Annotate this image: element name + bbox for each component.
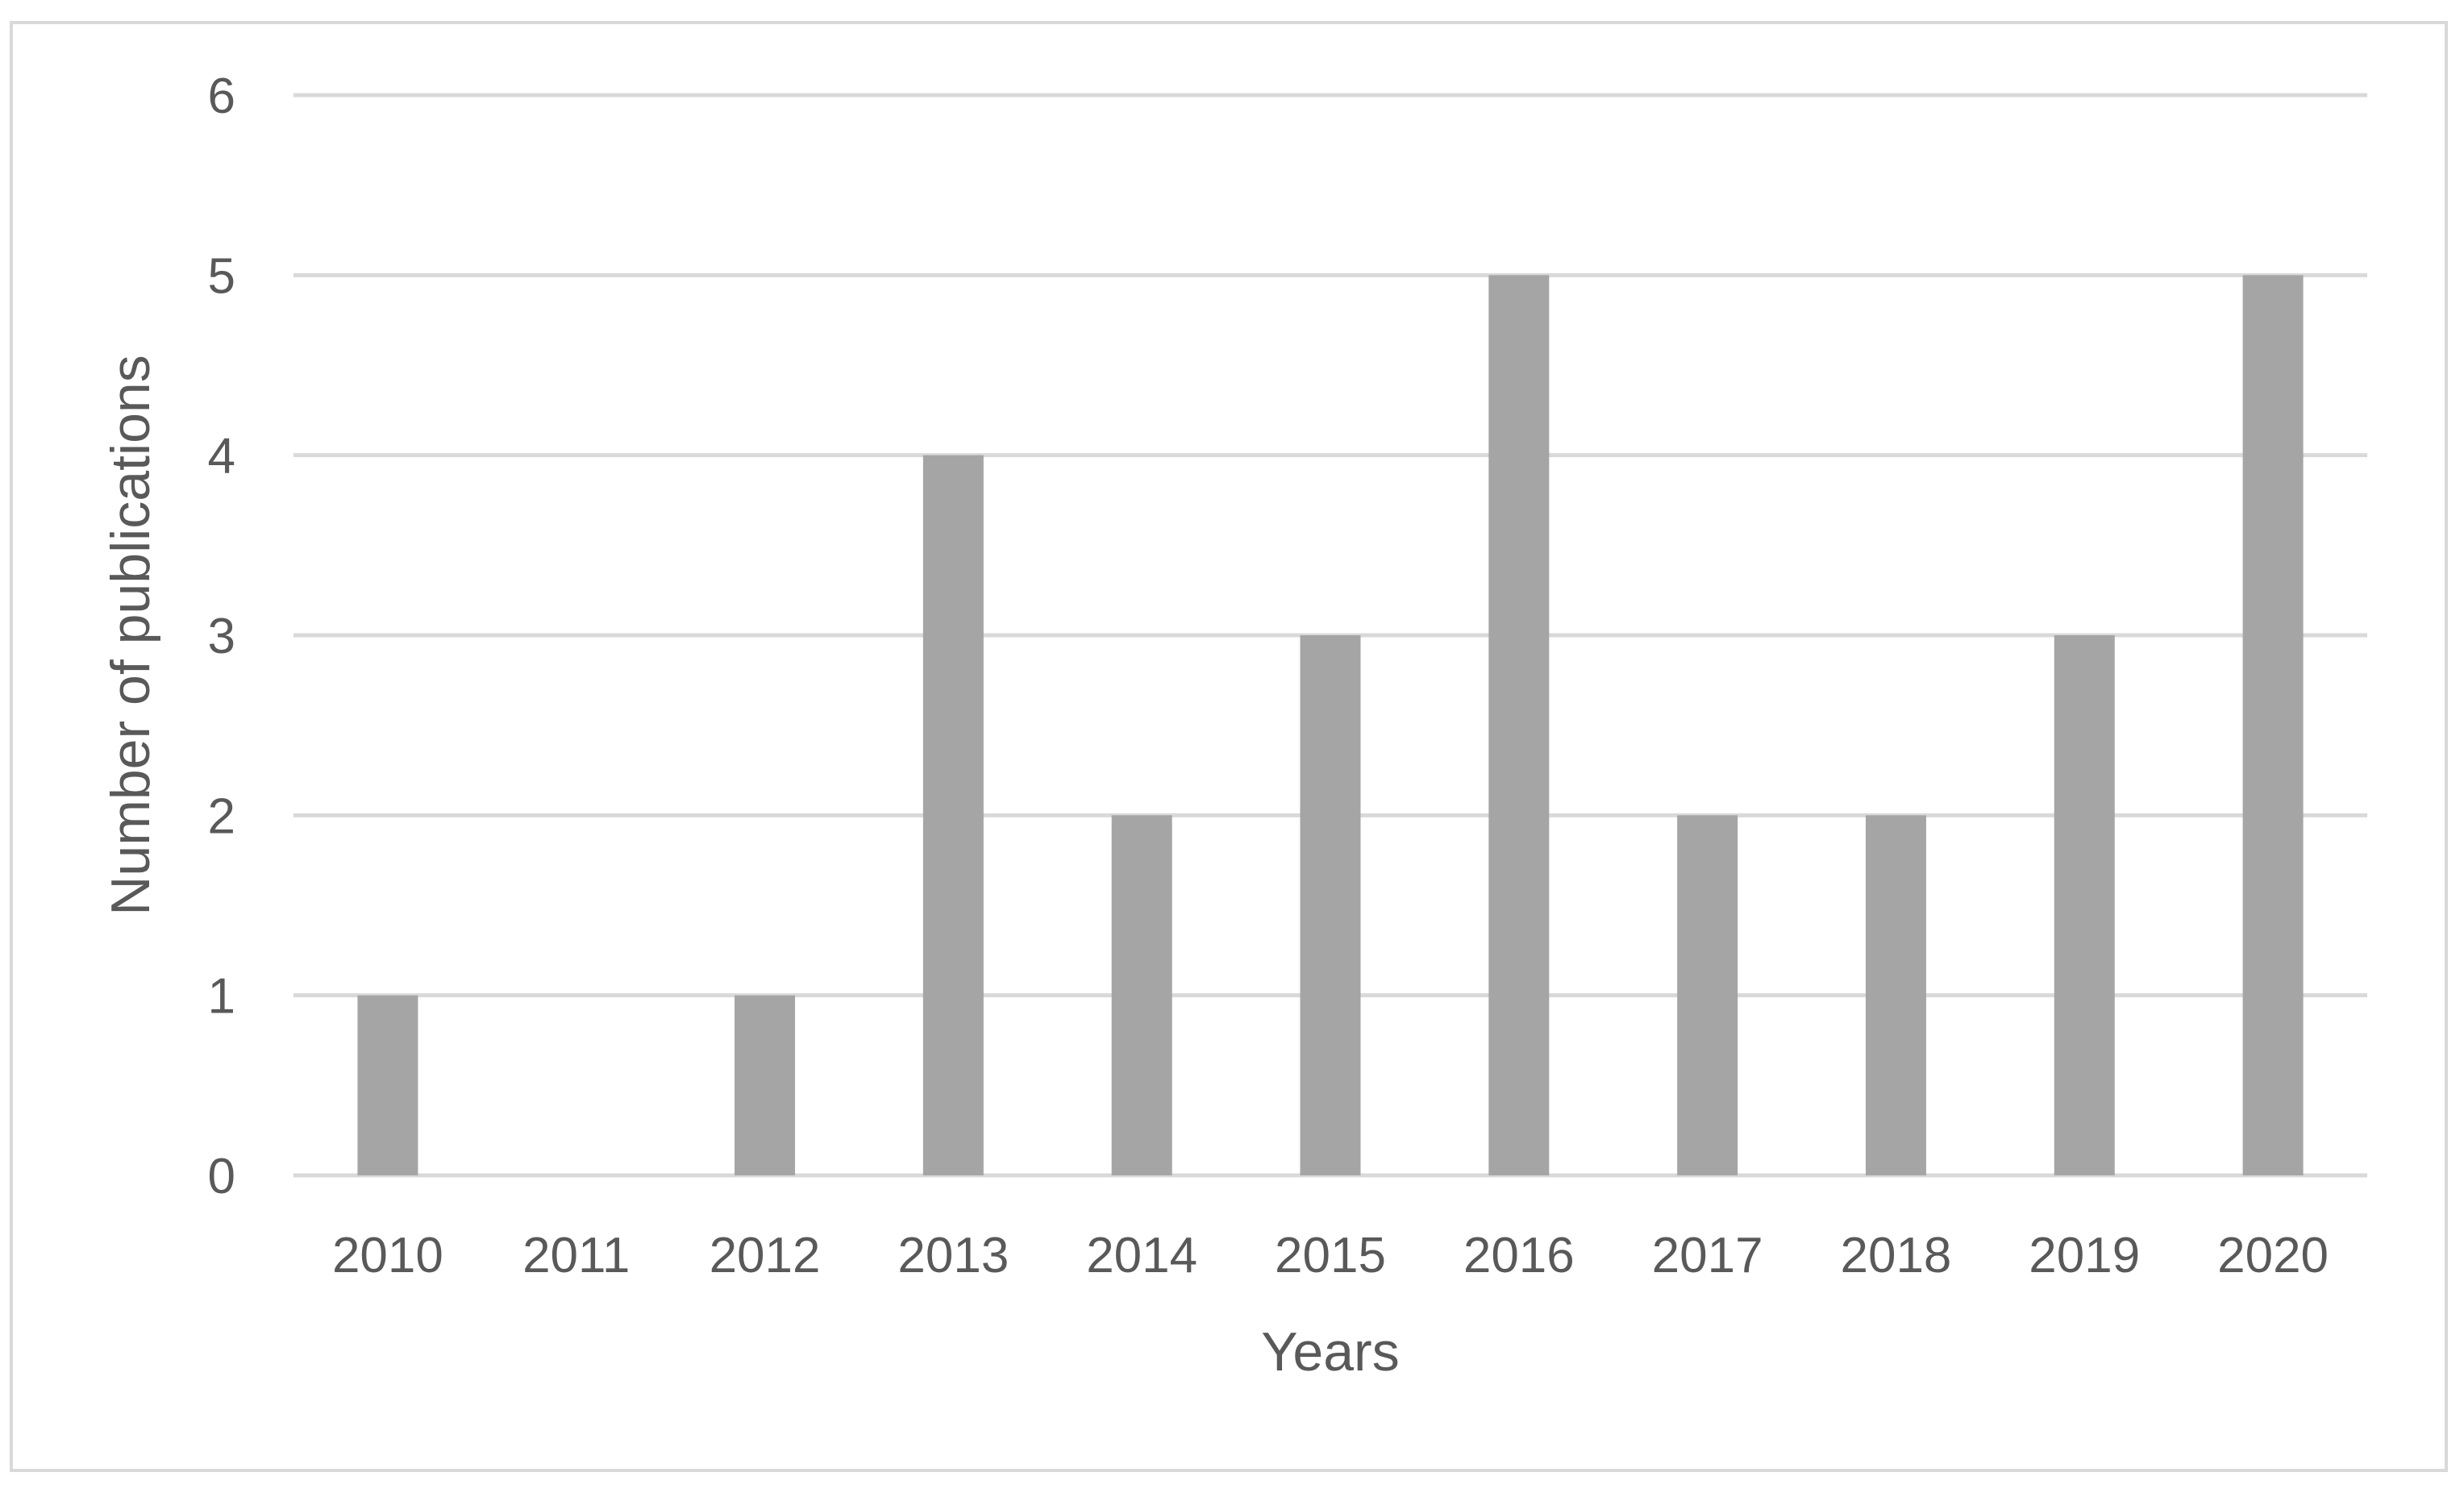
x-tick-label: 2012 — [710, 1228, 821, 1283]
x-axis-title: Years — [1261, 1321, 1399, 1383]
x-tick-label: 2018 — [1840, 1228, 1951, 1283]
x-tick-label: 2011 — [522, 1228, 630, 1283]
x-tick-label: 2019 — [2029, 1228, 2140, 1283]
x-tick-label: 2010 — [332, 1228, 443, 1283]
y-tick-label: 4 — [208, 429, 235, 484]
bar-2015 — [1300, 635, 1361, 1175]
chart-frame — [10, 21, 2448, 1472]
y-axis-ticks: 0 1 2 3 4 5 6 — [208, 69, 235, 1204]
bar-2018 — [1865, 815, 1926, 1175]
x-tick-label: 2020 — [2217, 1228, 2329, 1283]
x-tick-label: 2015 — [1275, 1228, 1386, 1283]
x-tick-label: 2014 — [1086, 1228, 1197, 1283]
x-axis-ticks: 2010 2011 2012 2013 2014 2015 2016 2017 2018 2019… — [332, 1228, 2329, 1283]
x-tick-label: 2013 — [897, 1228, 1009, 1283]
x-tick-label: 2017 — [1652, 1228, 1763, 1283]
y-tick-label: 2 — [208, 788, 235, 844]
bar-2013 — [922, 455, 984, 1175]
y-tick-label: 6 — [208, 69, 235, 124]
y-tick-label: 3 — [208, 609, 235, 664]
bar-2014 — [1111, 815, 1172, 1175]
gridlines — [293, 93, 2367, 1178]
bars — [357, 275, 2304, 1175]
y-axis-title: Number of publications — [100, 355, 161, 915]
bar-2012 — [735, 995, 796, 1175]
bar-2016 — [1488, 275, 1550, 1175]
bar-2017 — [1677, 815, 1738, 1175]
y-tick-label: 1 — [208, 969, 235, 1025]
bar-2019 — [2054, 635, 2115, 1175]
y-tick-label: 0 — [208, 1149, 235, 1204]
bar-2010 — [357, 995, 418, 1175]
x-tick-label: 2016 — [1463, 1228, 1575, 1283]
bar-2020 — [2242, 275, 2304, 1175]
y-tick-label: 5 — [208, 248, 235, 304]
